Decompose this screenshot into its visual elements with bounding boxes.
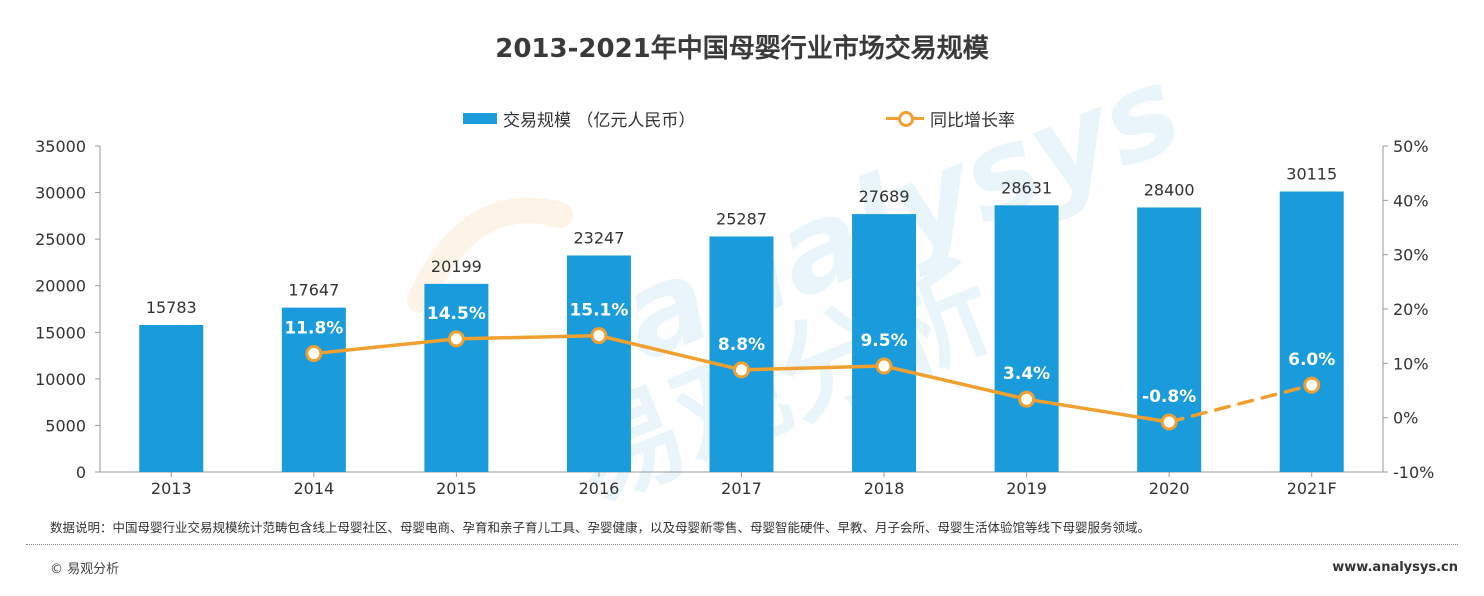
y-left-tick-label: 35000 [35, 137, 86, 156]
growth-value-label: -0.8% [1142, 387, 1196, 407]
y-left-tick-label: 10000 [35, 370, 86, 389]
y-right-tick-label: -10% [1393, 463, 1434, 482]
bar-2014 [281, 307, 346, 472]
bar-2013 [139, 324, 204, 472]
legend-item-line: 同比增长率 [886, 106, 1015, 131]
bar-2020 [1137, 207, 1202, 472]
growth-point-2015 [447, 330, 465, 348]
growth-point-2016 [590, 327, 608, 345]
bar-2019 [994, 205, 1059, 472]
growth-line-segment [312, 337, 459, 356]
y-left-tick-label: 25000 [35, 230, 86, 249]
growth-value-label: 15.1% [569, 301, 628, 321]
growth-value-label: 11.8% [284, 319, 343, 339]
legend-item-bar: 交易规模 （亿元人民币） [463, 106, 696, 131]
copyright: © 易观分析 [50, 562, 120, 577]
growth-line-segment [739, 364, 886, 372]
growth-line-segment [454, 333, 601, 341]
bar-value-label: 20199 [431, 257, 482, 276]
bar-value-label: 30115 [1286, 165, 1337, 184]
x-tick-label: 2018 [864, 479, 905, 498]
legend-bar-swatch [463, 112, 497, 124]
bar-2017 [709, 236, 774, 472]
legend-bar-label: 交易规模 （亿元人民币） [503, 110, 696, 131]
growth-point-2014 [305, 345, 323, 363]
growth-line-segment [1167, 383, 1314, 424]
y-left-tick-label: 15000 [35, 323, 86, 342]
y-left-tick-label: 0 [76, 463, 86, 482]
growth-point-2020 [1160, 413, 1178, 431]
bar-value-label: 23247 [573, 228, 624, 247]
y-right-tick-label: 10% [1393, 354, 1429, 373]
website: www.analysys.cn [1332, 560, 1458, 575]
chart-title: 2013-2021年中国母婴行业市场交易规模 [495, 34, 989, 64]
y-right-tick-label: 40% [1393, 191, 1429, 210]
bar-value-label: 28400 [1144, 180, 1195, 199]
legend-line-label: 同比增长率 [930, 110, 1015, 131]
growth-value-label: 8.8% [718, 335, 765, 355]
growth-value-label: 6.0% [1288, 350, 1335, 370]
bar-2018 [852, 214, 917, 472]
footer-divider [26, 544, 1458, 545]
growth-value-label: 14.5% [427, 304, 486, 324]
growth-point-2019 [1018, 390, 1036, 408]
y-right-tick-label: 0% [1393, 409, 1418, 428]
growth-value-label: 9.5% [860, 331, 907, 351]
growth-line-segment [597, 333, 744, 372]
y-left-tick-label: 30000 [35, 184, 86, 203]
growth-value-label: 3.4% [1003, 364, 1050, 384]
y-right-tick-label: 50% [1393, 137, 1429, 156]
x-tick-label: 2016 [579, 479, 620, 498]
x-tick-label: 2013 [151, 479, 192, 498]
data-note: 数据说明：中国母婴行业交易规模统计范畴包含线上母婴社区、母婴电商、孕育和亲子育儿… [50, 520, 1151, 535]
x-tick-label: 2020 [1149, 479, 1190, 498]
bar-value-label: 28631 [1001, 178, 1052, 197]
bar-value-label: 17647 [288, 281, 339, 300]
bar-2016 [566, 255, 631, 472]
y-left-tick-label: 5000 [45, 416, 86, 435]
growth-point-2018 [875, 357, 893, 375]
x-tick-label: 2019 [1006, 479, 1047, 498]
bar-value-label: 25287 [716, 209, 767, 228]
legend-line-swatch [886, 108, 924, 128]
x-tick-label: 2017 [721, 479, 762, 498]
growth-point-2021F [1303, 376, 1321, 394]
x-tick-label: 2021F [1287, 479, 1337, 498]
y-left-tick-label: 20000 [35, 277, 86, 296]
legend: 交易规模 （亿元人民币） 同比增长率 [0, 106, 1484, 131]
bar-2015 [424, 283, 489, 472]
growth-line-segment [1024, 397, 1171, 424]
y-right-tick-label: 30% [1393, 246, 1429, 265]
x-tick-label: 2015 [436, 479, 477, 498]
bar-value-label: 15783 [146, 298, 197, 317]
y-right-tick-label: 20% [1393, 300, 1429, 319]
growth-point-2017 [733, 361, 750, 379]
bar-2021F [1279, 191, 1344, 472]
growth-line-segment [882, 364, 1029, 401]
combo-chart: 0 5000 10000 15000 20000 25000 30000 35000 -10% 0… [35, 137, 1434, 498]
x-tick-label: 2014 [293, 479, 334, 498]
bar-value-label: 27689 [859, 187, 910, 206]
